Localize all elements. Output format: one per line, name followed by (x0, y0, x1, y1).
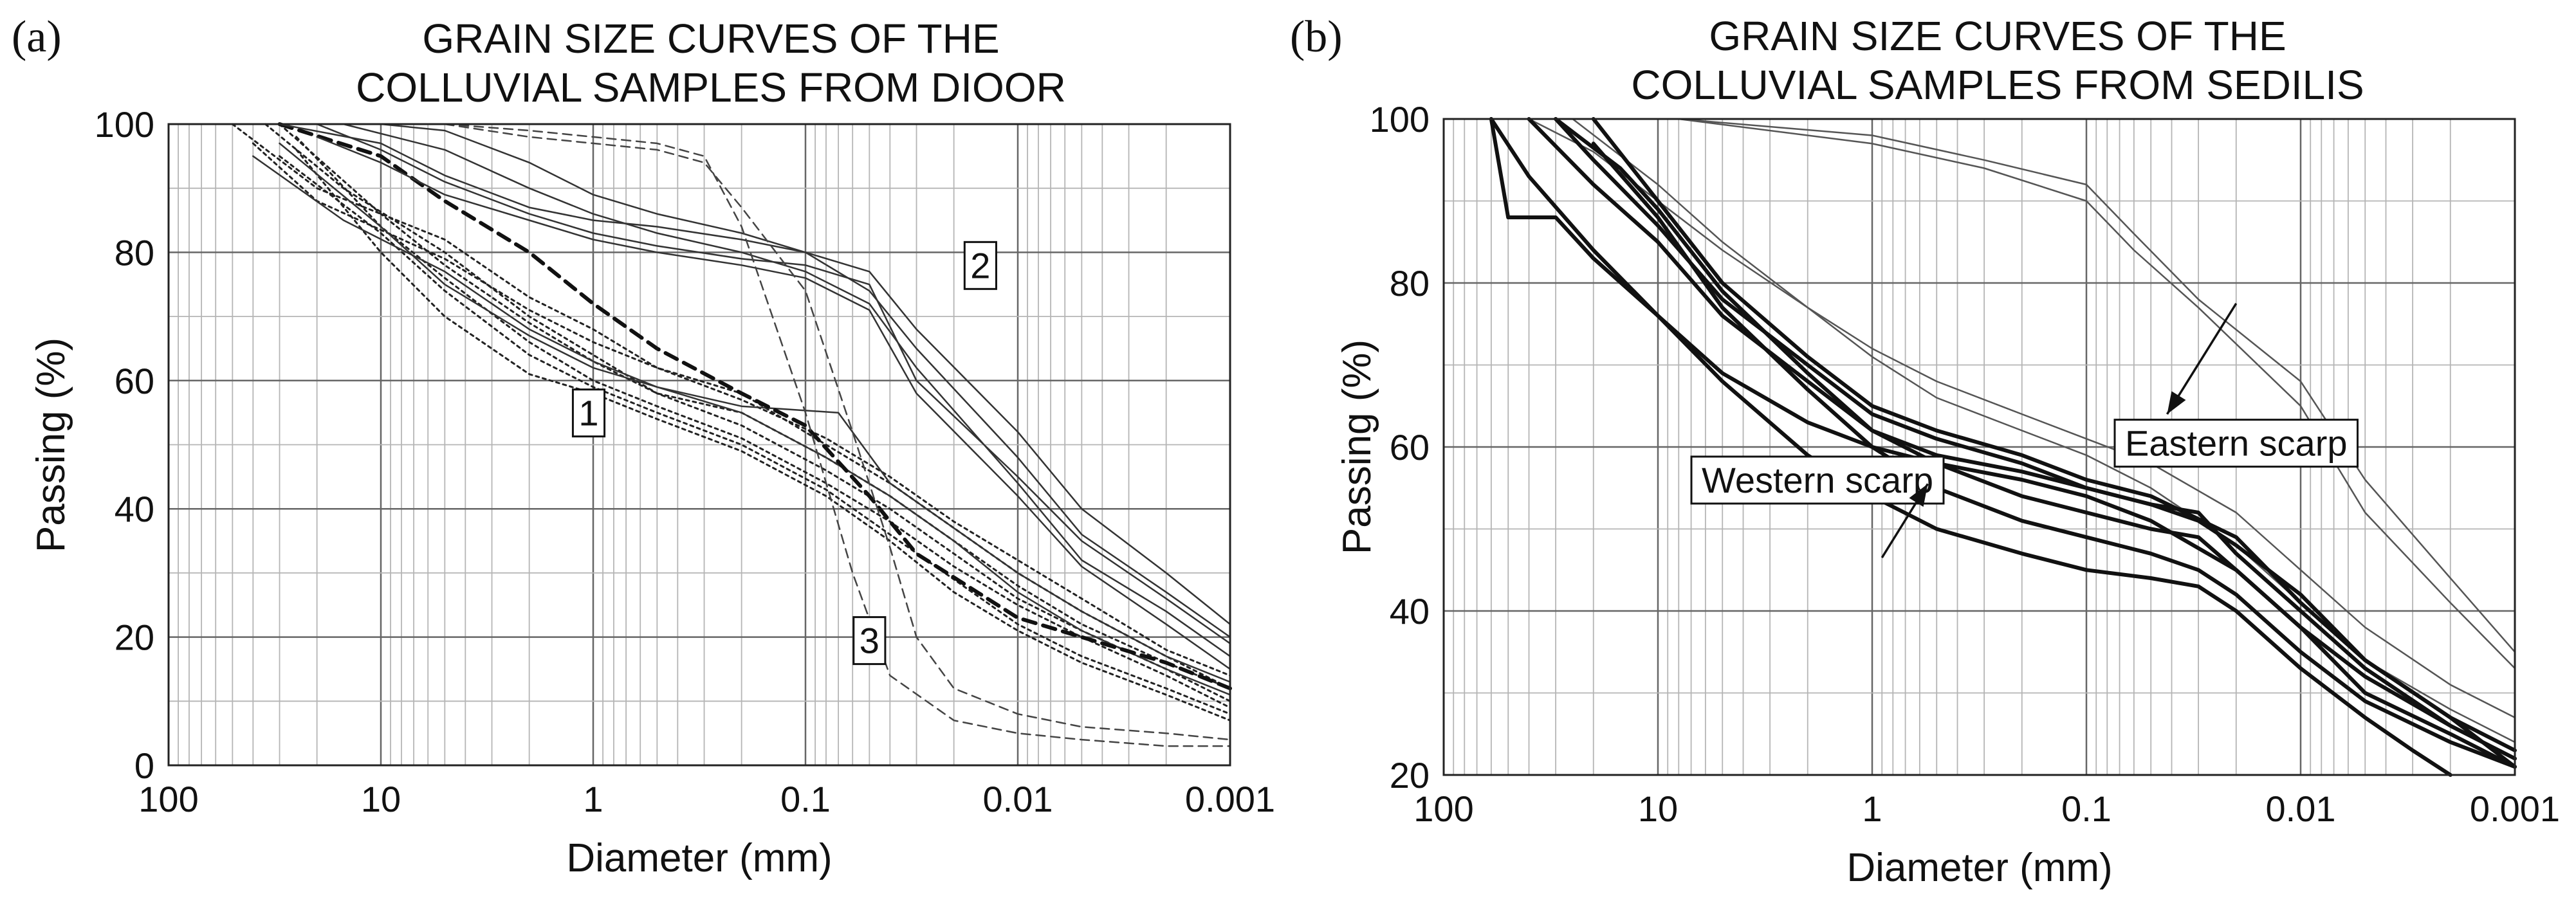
series-line (1554, 117, 2517, 769)
y-tick-label: 40 (115, 489, 154, 529)
panel-b: (b) GRAIN SIZE CURVES OF THE COLLUVIAL S… (1290, 12, 2560, 890)
annotation-label: 2 (970, 245, 990, 286)
panel-a: (a) GRAIN SIZE CURVES OF THE COLLUVIAL S… (12, 12, 1275, 880)
y-tick-label: 40 (1390, 591, 1430, 632)
series-line (316, 136, 1231, 670)
panel-a-title-line-1: GRAIN SIZE CURVES OF THE (422, 15, 999, 62)
panel-a-label: (a) (12, 12, 62, 62)
x-tick-label: 100 (1413, 788, 1473, 829)
x-tick-label: 1 (1862, 788, 1882, 829)
panel-a-title-line-2: COLLUVIAL SAMPLES FROM DIOOR (356, 64, 1066, 111)
series-line (295, 149, 1231, 722)
x-tick-label: 0.01 (2266, 788, 2336, 829)
y-tick-label: 100 (1370, 99, 1430, 140)
arrowhead-icon (2167, 391, 2186, 414)
panel-a-tick-labels: 100 10 1 0.1 0.01 0.001 0 20 40 60 80 100 (95, 104, 1276, 819)
panel-a-y-axis-label: Passing (%) (29, 338, 73, 552)
panel-a-grid (169, 123, 1231, 767)
series-line (295, 136, 1231, 709)
y-tick-label: 60 (1390, 427, 1430, 468)
annotation-label: Eastern scarp (2125, 423, 2348, 464)
annotation-box (571, 388, 606, 438)
y-tick-label: 100 (95, 104, 154, 145)
panel-b-tick-labels: 100 10 1 0.1 0.01 0.001 20 40 60 80 100 (1370, 99, 2561, 829)
y-tick-label: 80 (1390, 263, 1430, 304)
series-line (252, 155, 1231, 696)
panel-a-annotations: 1 2 3 (571, 241, 997, 666)
series-line (1591, 117, 2517, 769)
y-tick-label: 0 (134, 745, 154, 786)
arrowhead-icon (1909, 484, 1928, 507)
series-line (277, 122, 1232, 691)
y-tick-label: 20 (115, 617, 154, 658)
series-line (444, 123, 1231, 747)
series-line (264, 123, 1231, 702)
x-tick-label: 0.001 (1185, 779, 1275, 819)
x-tick-label: 100 (138, 779, 198, 819)
series-line (380, 123, 1231, 638)
panel-b-title-line-2: COLLUVIAL SAMPLES FROM SEDILIS (1631, 62, 2364, 108)
series-line (342, 123, 1231, 657)
x-tick-label: 0.001 (2470, 788, 2560, 829)
panel-b-label: (b) (1290, 12, 1343, 62)
panel-b-y-axis-label: Passing (%) (1335, 340, 1379, 554)
x-tick-label: 10 (361, 779, 401, 819)
panel-a-x-axis-label: Diameter (mm) (566, 836, 832, 880)
panel-a-series (231, 122, 1232, 747)
panel-a-plot-frame (167, 123, 1231, 767)
series-line (279, 123, 1231, 625)
series-line (1489, 117, 2517, 761)
series-line (1678, 118, 2516, 653)
annotation-box (1690, 455, 1945, 505)
x-tick-label: 10 (1638, 788, 1678, 829)
annotation-label: 1 (578, 393, 598, 433)
series-line (279, 142, 1231, 683)
y-tick-label: 20 (1390, 755, 1430, 796)
series-line (1527, 117, 2517, 752)
x-tick-label: 0.1 (780, 779, 831, 819)
y-tick-label: 80 (115, 232, 154, 273)
x-tick-label: 1 (583, 779, 603, 819)
annotation-label: Western scarp (1702, 460, 1933, 500)
panel-b-title-line-1: GRAIN SIZE CURVES OF THE (1709, 13, 2286, 59)
series-line (231, 123, 1231, 689)
annotation-box (963, 241, 997, 290)
panel-b-plot-frame (1442, 118, 2516, 776)
series-line (1572, 118, 2516, 719)
panel-b-x-axis-label: Diameter (mm) (1846, 846, 2112, 890)
annotation-box (2113, 419, 2359, 468)
series-line (1489, 117, 2452, 777)
series-line (1591, 141, 2517, 769)
annotation-label: 3 (860, 621, 879, 661)
panel-b-series (1489, 117, 2517, 777)
x-tick-label: 0.01 (983, 779, 1053, 819)
series-line (1678, 118, 2516, 669)
series-line (252, 142, 1231, 677)
panel-b-annotations: Eastern scarp Western scarp (1690, 302, 2359, 559)
series-line (279, 155, 1231, 715)
annotation-box (852, 616, 887, 666)
series-line (279, 123, 1231, 689)
series-line (444, 123, 1231, 741)
series-line (316, 123, 1231, 644)
y-tick-label: 60 (115, 361, 154, 401)
x-tick-label: 0.1 (2061, 788, 2111, 829)
